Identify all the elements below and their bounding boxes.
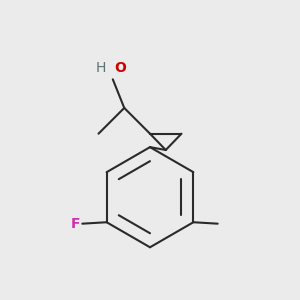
Text: F: F	[70, 217, 80, 231]
Text: H: H	[95, 61, 106, 75]
Text: O: O	[114, 61, 126, 75]
